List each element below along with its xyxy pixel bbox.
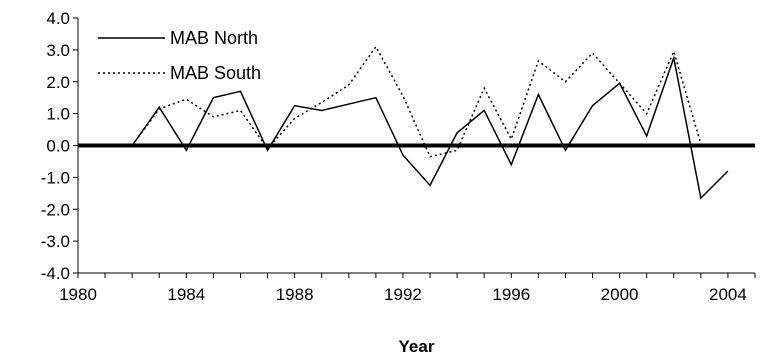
y-tick-label: -3.0 (41, 232, 70, 251)
y-tick-label: 1.0 (46, 105, 70, 124)
x-tick-label: 1988 (276, 285, 314, 304)
x-tick-label: 1984 (167, 285, 205, 304)
y-tick-label: 4.0 (46, 9, 70, 28)
y-tick-label: -2.0 (41, 200, 70, 219)
series-layer (131, 45, 729, 200)
series-line-mab-north (131, 54, 729, 200)
legend-label: MAB North (170, 28, 258, 48)
y-axis: 4.0 3.0 2.0 1.0 0.0 -1.0 -2.0 -3.0 -4.0 (41, 9, 79, 283)
legend: MAB North MAB South (80, 20, 290, 90)
x-tick-label: 2000 (601, 285, 639, 304)
x-tick-label: 1992 (384, 285, 422, 304)
y-tick-label: 2.0 (46, 73, 70, 92)
y-tick-label: -4.0 (41, 264, 70, 283)
x-tick-label: 1996 (492, 285, 530, 304)
x-tick-label: 2004 (709, 285, 747, 304)
legend-background (80, 20, 290, 90)
y-tick-label: 3.0 (46, 41, 70, 60)
y-tick-label: 0.0 (46, 137, 70, 156)
x-axis-title: Year (399, 337, 435, 356)
x-tick-label: 1980 (59, 285, 97, 304)
y-tick-label: -1.0 (41, 168, 70, 187)
x-axis: 1980 1984 1988 1992 1996 2000 2004 (59, 272, 756, 304)
legend-label: MAB South (170, 63, 261, 83)
series-line-mab-south (131, 45, 702, 158)
